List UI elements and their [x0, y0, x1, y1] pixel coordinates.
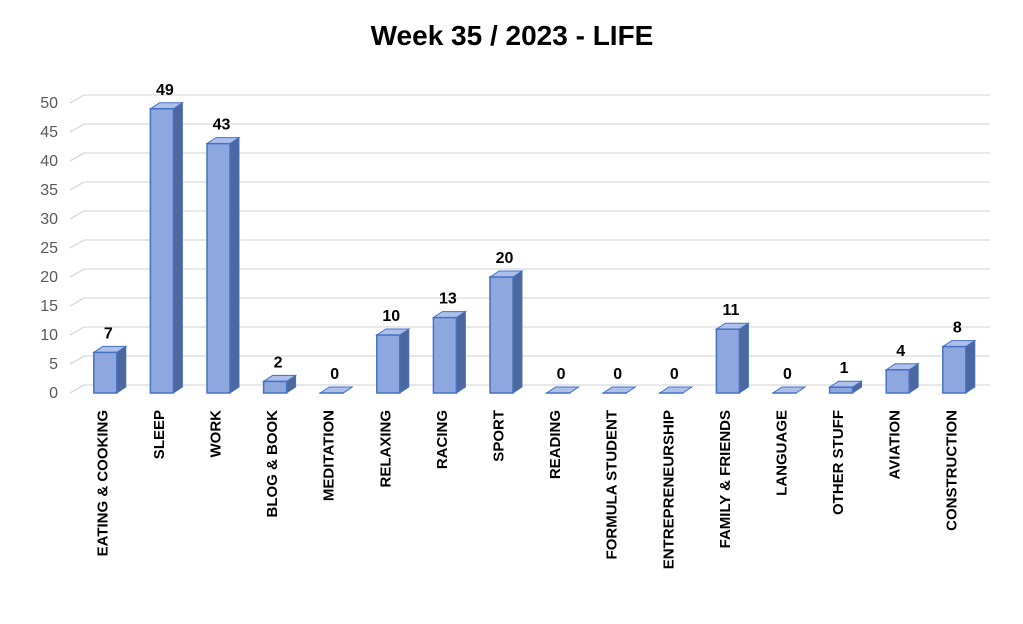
- bar-top: [601, 386, 637, 394]
- bar-side: [229, 136, 240, 394]
- bar-side: [116, 345, 127, 394]
- bar: [432, 316, 458, 394]
- y-tick-label: 30: [40, 211, 58, 228]
- x-tick-label: EATING & COOKING: [94, 410, 111, 556]
- bar-top: [544, 386, 581, 394]
- gridline: [69, 123, 990, 133]
- bar-top: [771, 386, 807, 394]
- bars: [92, 101, 977, 394]
- gridline: [69, 181, 990, 191]
- data-label: 4: [896, 343, 905, 360]
- gridline: [69, 297, 990, 307]
- y-tick-label: 20: [40, 269, 58, 286]
- x-tick-label: SLEEP: [151, 410, 168, 459]
- data-label: 1: [840, 360, 849, 377]
- bar-side: [512, 270, 523, 394]
- y-tick-label: 0: [49, 385, 58, 402]
- x-tick-label: MEDITATION: [321, 410, 338, 501]
- data-label: 10: [382, 308, 400, 325]
- data-label: 2: [274, 354, 283, 371]
- bar-side: [399, 328, 410, 394]
- x-tick-label: OTHER STUFF: [830, 410, 847, 515]
- y-tick-label: 25: [40, 240, 58, 257]
- x-tick-label: READING: [547, 410, 564, 479]
- gridline: [69, 210, 990, 220]
- gridline: [69, 268, 990, 278]
- data-label: 7: [104, 325, 113, 342]
- y-tick-label: 40: [40, 153, 58, 170]
- x-tick-label: WORK: [208, 410, 225, 458]
- gridline: [69, 326, 990, 336]
- bar: [376, 334, 401, 394]
- x-tick-label: BLOG & BOOK: [264, 410, 281, 518]
- bar-top: [658, 386, 694, 394]
- bar: [93, 351, 118, 394]
- bar: [828, 386, 854, 394]
- bar: [149, 108, 175, 394]
- bar: [885, 369, 910, 394]
- y-tick-label: 50: [40, 95, 58, 112]
- data-label: 43: [213, 117, 231, 134]
- y-tick-label: 5: [49, 356, 58, 373]
- data-label: 0: [670, 366, 679, 383]
- gridline: [69, 384, 990, 394]
- x-tick-label: AVIATION: [887, 410, 904, 479]
- data-label: 11: [722, 302, 739, 319]
- x-tick-label: FAMILY & FRIENDS: [717, 410, 734, 548]
- bar-side: [172, 101, 183, 394]
- y-tick-label: 10: [40, 327, 58, 344]
- x-tick-label: RELAXING: [377, 410, 394, 488]
- data-label: 8: [953, 320, 962, 337]
- data-label: 0: [783, 366, 792, 383]
- data-label: 0: [330, 366, 339, 383]
- gridlines: [69, 94, 990, 394]
- bar-top: [318, 386, 354, 394]
- x-tick-label: ENTREPRENEURSHIP: [660, 410, 677, 569]
- bar-side: [455, 310, 466, 394]
- bar: [262, 380, 288, 394]
- data-label: 13: [439, 291, 457, 308]
- data-label: 0: [557, 366, 566, 383]
- data-label: 49: [156, 82, 174, 99]
- gridline: [69, 152, 990, 162]
- x-tick-label: LANGUAGE: [774, 410, 791, 496]
- bar-side: [738, 322, 749, 394]
- data-label: 20: [496, 250, 514, 267]
- x-tick-label: SPORT: [491, 410, 508, 462]
- gridline: [69, 94, 990, 104]
- chart-title: Week 35 / 2023 - LIFE: [371, 20, 654, 51]
- bar: [206, 142, 231, 394]
- y-tick-label: 45: [40, 124, 58, 141]
- bar: [489, 276, 514, 394]
- gridline: [69, 355, 990, 365]
- y-tick-label: 15: [40, 298, 58, 315]
- x-tick-label: RACING: [434, 410, 451, 469]
- y-tick-label: 35: [40, 182, 58, 199]
- data-label: 0: [613, 366, 622, 383]
- gridline: [69, 239, 990, 249]
- x-axis-labels: EATING & COOKING SLEEP WORK BLOG & BOOK MEDI…: [94, 410, 960, 569]
- bar: [715, 328, 741, 394]
- x-tick-label: FORMULA STUDENT: [604, 410, 621, 559]
- bar-side: [965, 339, 976, 394]
- y-axis-ticks: 0 5 10 15 20 25 30 35 40 45 50: [40, 95, 58, 402]
- bar: [942, 345, 967, 394]
- x-tick-label: CONSTRUCTION: [943, 410, 960, 531]
